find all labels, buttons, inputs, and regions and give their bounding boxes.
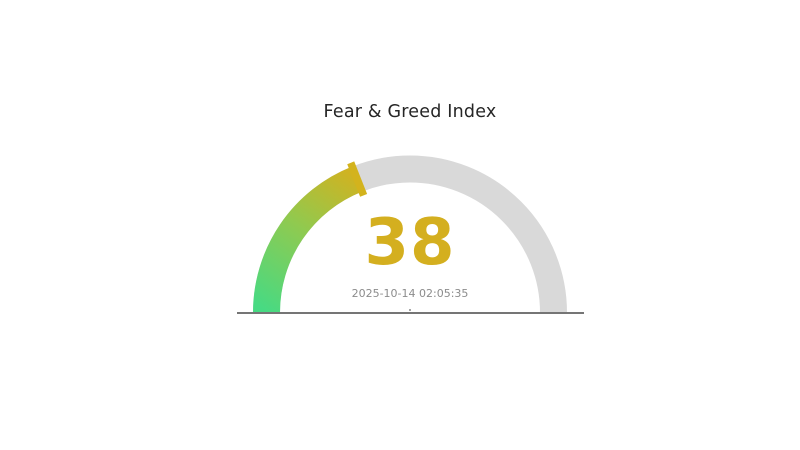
gauge-center-dot [409,309,411,311]
gauge-value-marker [347,161,368,197]
chart-title: Fear & Greed Index [323,102,497,122]
baseline-axis [237,312,584,314]
gauge-value-label: 38 [364,206,456,280]
timestamp-label: 2025-10-14 02:05:35 [351,287,469,300]
gauge-fill-arc [253,166,363,313]
